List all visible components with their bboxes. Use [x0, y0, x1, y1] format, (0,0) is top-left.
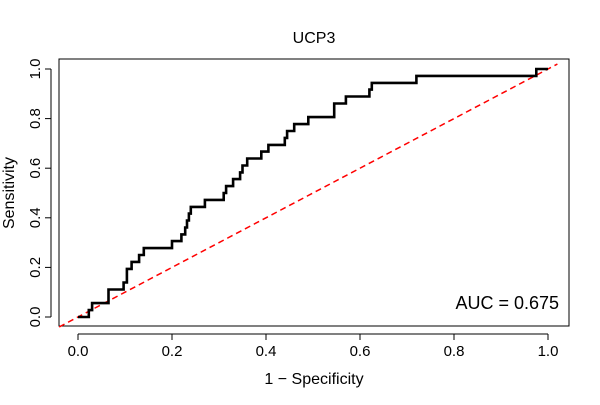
- chart-title: UCP3: [293, 30, 336, 47]
- y-tick-label: 0.0: [27, 307, 44, 328]
- x-tick-label: 0.4: [256, 343, 277, 360]
- x-tick-label: 0.6: [350, 343, 371, 360]
- roc-curve-line: [78, 67, 548, 319]
- y-tick-label: 0.4: [27, 207, 44, 228]
- reference-diagonal-line: [58, 63, 558, 328]
- y-tick-label: 1.0: [27, 59, 44, 80]
- auc-annotation: AUC = 0.675: [455, 293, 559, 313]
- y-tick-label: 0.2: [27, 257, 44, 278]
- y-tick-label: 0.8: [27, 108, 44, 129]
- x-axis: 0.0 0.2 0.4 0.6 0.8 1.0: [68, 333, 559, 360]
- x-tick-label: 0.0: [68, 343, 89, 360]
- x-tick-label: 0.8: [444, 343, 465, 360]
- plot-frame: [58, 58, 570, 327]
- x-tick-label: 1.0: [538, 343, 559, 360]
- y-axis-label: Sensitivity: [1, 157, 18, 229]
- x-tick-label: 0.2: [162, 343, 183, 360]
- x-axis-label: 1 − Specificity: [264, 371, 363, 388]
- y-tick-label: 0.6: [27, 158, 44, 179]
- y-axis: 0.0 0.2 0.4 0.6 0.8 1.0: [27, 59, 52, 328]
